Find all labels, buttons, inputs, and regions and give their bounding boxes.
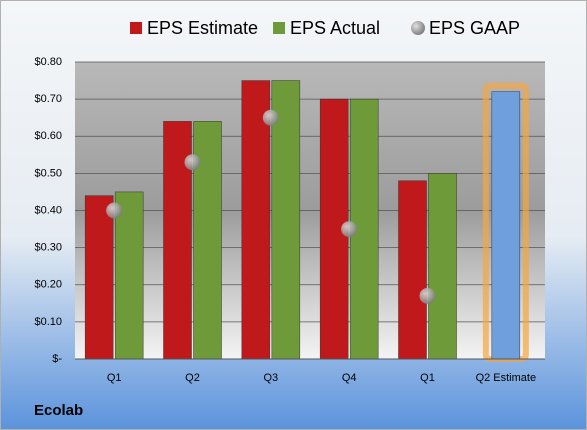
bar	[241, 80, 271, 360]
legend-label: EPS GAAP	[429, 18, 520, 38]
x-tick-label: Q3	[263, 372, 278, 384]
legend-swatch	[411, 21, 425, 35]
y-tick-label: $0.20	[34, 279, 62, 291]
gaap-dot	[419, 287, 436, 304]
bar	[114, 191, 144, 360]
x-tick-label: Q2 Estimate	[476, 372, 537, 384]
gaap-dot	[184, 154, 201, 171]
bar	[271, 80, 301, 360]
y-tick-label: $0.70	[34, 93, 62, 105]
bar	[428, 173, 457, 360]
x-tick-label: Q2	[185, 372, 200, 384]
footer: Ecolab	[34, 402, 83, 419]
x-tick-label: Q1	[420, 372, 435, 384]
y-tick-label: $0.80	[34, 56, 62, 68]
legend-label: EPS Actual	[290, 18, 380, 38]
y-tick-label: $0.10	[34, 316, 62, 328]
gaap-dot	[341, 221, 358, 238]
y-tick-label: $0.60	[34, 130, 62, 142]
legend-swatch	[130, 22, 142, 34]
legend-swatch	[273, 22, 285, 34]
gaap-dot	[106, 202, 123, 219]
y-tick-label: $-	[52, 353, 62, 365]
bar	[398, 180, 427, 360]
gaap-dot	[262, 109, 279, 126]
bar	[491, 91, 521, 360]
x-tick-label: Q4	[342, 372, 357, 384]
legend-label: EPS Estimate	[147, 18, 258, 38]
y-tick-label: $0.40	[34, 204, 62, 216]
bar	[84, 195, 114, 360]
y-tick-label: $0.50	[34, 167, 62, 179]
x-tick-label: Q1	[107, 372, 122, 384]
y-tick-label: $0.30	[34, 242, 62, 254]
